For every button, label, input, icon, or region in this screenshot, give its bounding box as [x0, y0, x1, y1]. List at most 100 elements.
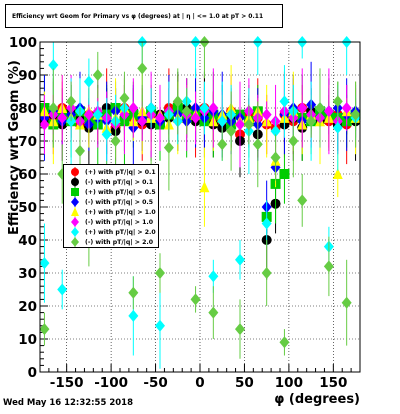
- legend-entry: (-) with pT/|q| > 1.0: [66, 217, 153, 227]
- data-point: [48, 102, 59, 114]
- data-point: [270, 151, 281, 164]
- legend-label: (+) with pT/|q| > 0.1: [85, 168, 156, 176]
- legend-entry: (+) with pT/|q| > 0.5: [66, 187, 156, 197]
- x-tick-label: 0: [195, 375, 204, 391]
- data-point: [155, 319, 165, 332]
- data-point: [119, 92, 130, 105]
- data-point: [261, 217, 272, 230]
- data-point: [288, 135, 299, 147]
- legend-entry: (+) with pT/|q| > 2.0: [66, 227, 156, 237]
- data-point: [208, 102, 219, 114]
- data-point: [226, 125, 237, 138]
- data-point: [235, 323, 245, 336]
- data-point: [332, 95, 343, 108]
- data-point: [39, 323, 50, 336]
- axes: -150 -100 -50 0 50 100 150 0 10 20 30 40 50 60 70 80 90 1…: [9, 35, 361, 391]
- data-point: [279, 95, 290, 108]
- data-point: [57, 283, 68, 296]
- data-point: [128, 102, 139, 114]
- data-point: [252, 138, 263, 151]
- data-point: [83, 75, 94, 88]
- legend-marker: [66, 237, 84, 247]
- x-tick-label: -150: [50, 375, 84, 391]
- y-tick-label: 20: [18, 299, 37, 315]
- data-point: [146, 102, 157, 114]
- data-point: [128, 309, 139, 322]
- legend-label: (+) with pT/|q| > 1.0: [85, 208, 156, 216]
- chart-title-text: Efficiency wrt Geom for Primary vs φ (de…: [12, 12, 264, 20]
- x-axis-label: φ (degrees): [274, 392, 360, 407]
- y-tick-label: 60: [18, 167, 37, 183]
- legend-symbol: [71, 207, 79, 216]
- x-tick-label: -100: [94, 375, 128, 391]
- y-tick-label: 80: [18, 101, 37, 117]
- data-point: [235, 118, 245, 131]
- legend-label: (+) with pT/|q| > 2.0: [85, 228, 156, 236]
- data-point: [92, 108, 103, 121]
- legend-marker: [66, 197, 84, 207]
- data-point: [128, 286, 139, 299]
- data-point: [155, 111, 165, 124]
- data-point: [297, 194, 308, 207]
- data-point: [243, 118, 254, 131]
- data-point: [323, 105, 334, 118]
- legend-symbol: [71, 227, 79, 237]
- data-point: [306, 115, 317, 128]
- legend-marker: [66, 177, 84, 187]
- data-point: [101, 128, 112, 141]
- legend-label: (+) with pT/|q| > 0.5: [85, 188, 156, 196]
- chart-title: Efficiency wrt Geom for Primary vs φ (de…: [5, 4, 283, 28]
- legend-symbol: [71, 178, 79, 186]
- data-point: [323, 260, 334, 273]
- legend-symbol: [71, 188, 79, 196]
- legend-symbol: [71, 168, 79, 176]
- y-axis-label: Efficiency wrt Geom (%): [7, 60, 22, 235]
- data-point: [190, 293, 201, 306]
- x-tick-label: 50: [235, 375, 254, 391]
- y-tick-label: 10: [18, 332, 37, 348]
- legend: (+) with pT/|q| > 0.1 (-) with pT/|q| > 0…: [63, 164, 159, 248]
- y-tick-label: 50: [18, 200, 37, 216]
- legend-label: (-) with pT/|q| > 0.1: [85, 178, 154, 186]
- data-point: [341, 296, 352, 309]
- data-point: [190, 111, 201, 124]
- timestamp-footer: Wed May 16 12:32:55 2018: [3, 398, 134, 408]
- data-point: [199, 102, 210, 114]
- legend-entry: (-) with pT/|q| > 0.5: [66, 197, 153, 207]
- data-point: [270, 125, 281, 138]
- data-point: [217, 115, 228, 128]
- data-point: [279, 169, 290, 179]
- y-tick-label: 70: [18, 134, 37, 150]
- data-point: [341, 102, 352, 114]
- data-point: [39, 118, 50, 131]
- y-tick-label: 100: [9, 35, 37, 51]
- y-tick-label: 30: [18, 266, 37, 282]
- legend-marker: [66, 167, 84, 177]
- data-point: [332, 121, 343, 134]
- legend-label: (-) with pT/|q| > 0.5: [85, 198, 154, 206]
- data-point: [172, 95, 183, 108]
- data-point: [350, 108, 361, 121]
- legend-marker: [66, 207, 84, 217]
- legend-symbol: [71, 217, 79, 227]
- data-point: [332, 168, 343, 179]
- y-tick-label: 0: [28, 365, 37, 381]
- legend-label: (-) with pT/|q| > 2.0: [85, 238, 154, 246]
- data-point: [155, 267, 165, 279]
- data-point: [163, 141, 174, 154]
- data-point: [39, 257, 50, 270]
- legend-entry: (+) with pT/|q| > 1.0: [66, 207, 156, 217]
- legend-marker: [66, 227, 84, 237]
- data-point: [217, 138, 228, 151]
- x-tick-label: 100: [275, 375, 303, 391]
- data-point: [57, 111, 68, 124]
- data-point: [92, 69, 103, 81]
- legend-marker: [66, 217, 84, 227]
- data-point: [66, 95, 77, 108]
- data-point: [297, 102, 308, 114]
- data-point: [261, 267, 272, 279]
- data-point: [199, 181, 210, 193]
- data-point: [137, 115, 148, 128]
- x-tick-label: 150: [319, 375, 347, 391]
